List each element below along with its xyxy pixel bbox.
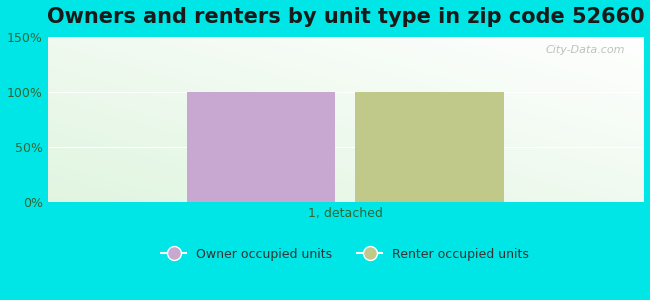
Title: Owners and renters by unit type in zip code 52660: Owners and renters by unit type in zip c…	[47, 7, 644, 27]
Bar	[356, 92, 504, 202]
Legend: Owner occupied units, Renter occupied units: Owner occupied units, Renter occupied un…	[157, 242, 534, 266]
Text: City-Data.com: City-Data.com	[546, 45, 625, 55]
Bar	[187, 92, 335, 202]
